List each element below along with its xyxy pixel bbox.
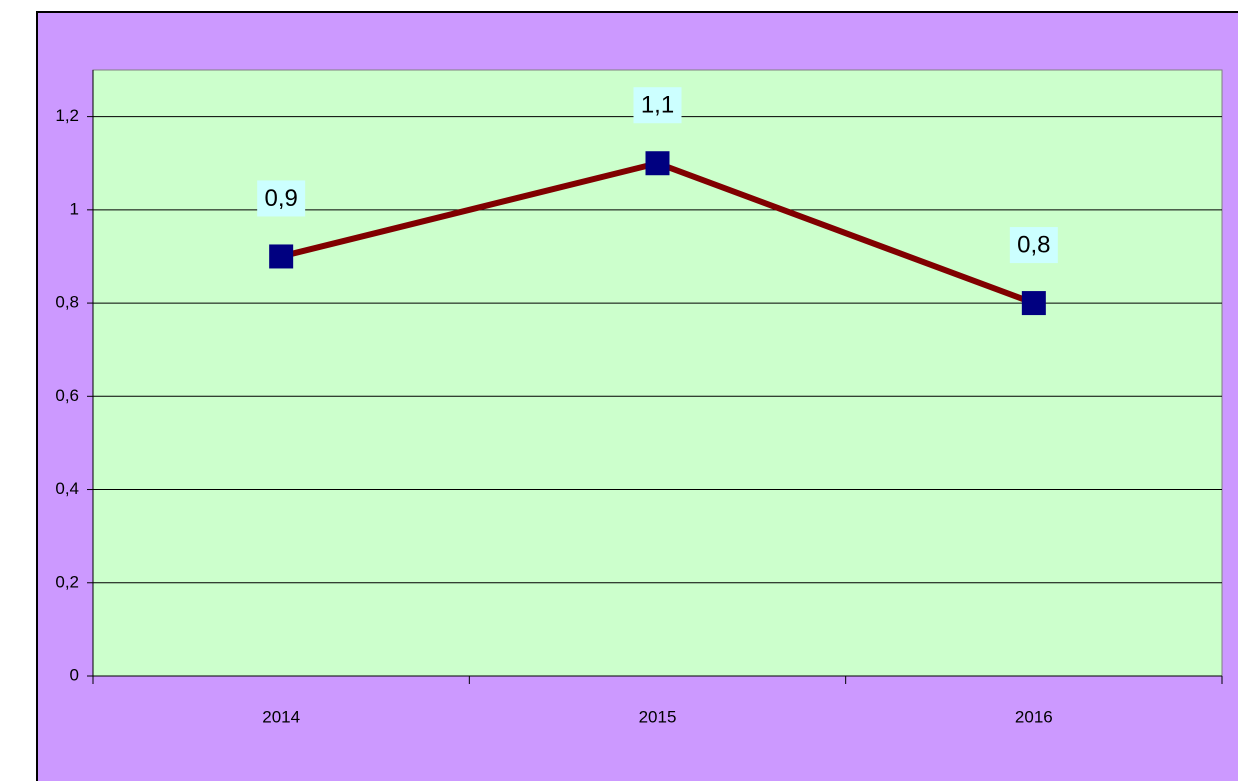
marker	[269, 244, 294, 269]
x-tick-label: 2016	[1015, 707, 1053, 726]
x-tick-label: 2015	[639, 707, 677, 726]
value-label-box	[257, 180, 306, 217]
x-tick-label: 2014	[262, 707, 300, 726]
y-tick-label: 0	[70, 665, 79, 684]
y-tick-label: 0,6	[55, 386, 79, 405]
y-tick-label: 1	[70, 199, 79, 218]
y-tick-label: 0,8	[55, 293, 79, 312]
value-label-box	[633, 87, 682, 124]
value-label-box	[1009, 227, 1058, 264]
marker	[1021, 291, 1046, 316]
value-label: 0,8	[1017, 231, 1050, 258]
marker	[645, 151, 670, 176]
value-label: 0,9	[264, 185, 297, 212]
y-tick-label: 1,2	[55, 106, 79, 125]
y-tick-label: 0,2	[55, 572, 79, 591]
y-tick-label: 0,4	[55, 479, 79, 498]
value-label: 1,1	[641, 92, 674, 119]
